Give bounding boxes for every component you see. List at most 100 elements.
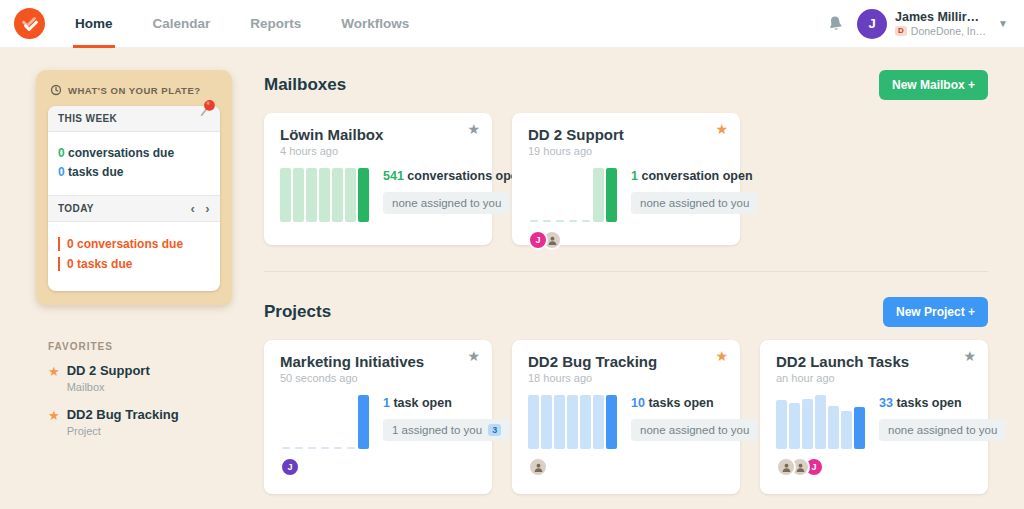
notifications-bell-icon[interactable] bbox=[826, 14, 845, 33]
star-icon[interactable]: ★ bbox=[467, 121, 480, 137]
card-title[interactable]: DD2 Launch Tasks bbox=[776, 353, 972, 370]
photo-avatar bbox=[776, 457, 796, 477]
star-icon[interactable]: ★ bbox=[715, 348, 728, 364]
favorite-type: Project bbox=[67, 425, 179, 437]
star-icon[interactable]: ★ bbox=[715, 121, 728, 137]
chart-bar bbox=[582, 220, 590, 222]
today-tasks-due[interactable]: 0 tasks due bbox=[58, 257, 210, 271]
assigned-count-badge: 3 bbox=[488, 424, 501, 436]
star-icon[interactable]: ★ bbox=[467, 348, 480, 364]
avatar-group bbox=[280, 230, 476, 250]
nav-item-reports[interactable]: Reports bbox=[248, 0, 303, 48]
project-card-marketing-initiatives[interactable]: ★ Marketing Initiatives 50 seconds ago 1… bbox=[264, 340, 492, 494]
chart-bar bbox=[319, 168, 330, 222]
chart-bar bbox=[828, 406, 839, 449]
project-card-dd2-launch-tasks[interactable]: ★ DD2 Launch Tasks an hour ago 33 tasks … bbox=[760, 340, 988, 494]
activity-chart bbox=[776, 395, 866, 449]
avatar-group bbox=[528, 457, 724, 477]
card-title[interactable]: DD2 Bug Tracking bbox=[528, 353, 724, 370]
donedone-logo-icon[interactable] bbox=[14, 8, 45, 39]
favorites-heading: FAVORITES bbox=[48, 341, 256, 352]
chart-bar bbox=[593, 395, 604, 449]
nav-item-home[interactable]: Home bbox=[73, 0, 115, 48]
today-header: TODAY ‹ › bbox=[48, 195, 220, 222]
next-day-arrow[interactable]: › bbox=[205, 204, 210, 214]
favorite-dd2-support[interactable]: ★ DD 2 Support Mailbox bbox=[48, 364, 256, 393]
chart-bar bbox=[541, 395, 552, 449]
user-avatar: J bbox=[857, 9, 887, 39]
chart-bar bbox=[280, 168, 291, 222]
card-title[interactable]: DD 2 Support bbox=[528, 126, 724, 143]
chart-bar bbox=[815, 395, 826, 449]
chart-bar bbox=[580, 395, 591, 449]
chart-bar bbox=[556, 220, 564, 222]
project-card-dd2-bug-tracking[interactable]: ★ DD2 Bug Tracking 18 hours ago 10 tasks… bbox=[512, 340, 740, 494]
assignment-pill: none assigned to you bbox=[631, 192, 758, 214]
initial-avatar: J bbox=[528, 230, 548, 250]
chart-bar bbox=[345, 168, 356, 222]
new-mailbox-button[interactable]: New Mailbox + bbox=[879, 70, 988, 100]
chart-bar bbox=[293, 168, 304, 222]
avatar-group: J bbox=[280, 457, 476, 477]
week-conversations-due[interactable]: 0 conversations due bbox=[58, 146, 210, 160]
chevron-down-icon: ▼ bbox=[998, 18, 1008, 29]
favorite-dd2-bug-tracking[interactable]: ★ DD2 Bug Tracking Project bbox=[48, 408, 256, 437]
star-icon[interactable]: ★ bbox=[963, 348, 976, 364]
card-timestamp: 4 hours ago bbox=[280, 145, 476, 157]
chart-bar bbox=[802, 399, 813, 449]
whats-on-your-plate-widget: WHAT'S ON YOUR PLATE? THIS WEEK 0 conver… bbox=[36, 70, 232, 305]
star-icon: ★ bbox=[48, 364, 60, 393]
chart-bar bbox=[528, 395, 539, 449]
chart-bar bbox=[606, 395, 617, 449]
mailbox-card-dd2-support[interactable]: ★ DD 2 Support 19 hours ago 1 conversati… bbox=[512, 113, 740, 245]
new-project-button[interactable]: New Project + bbox=[883, 297, 988, 327]
card-title[interactable]: Marketing Initiatives bbox=[280, 353, 476, 370]
chart-bar bbox=[295, 447, 303, 449]
project-cards-row: ★ Marketing Initiatives 50 seconds ago 1… bbox=[264, 340, 988, 494]
open-count: 10 tasks open bbox=[631, 396, 758, 410]
chart-bar bbox=[567, 395, 578, 449]
user-menu[interactable]: J James Millir… D DoneDone, In… ▼ bbox=[857, 9, 1008, 39]
today-conversations-due[interactable]: 0 conversations due bbox=[58, 237, 210, 251]
chart-bar bbox=[358, 168, 369, 222]
clock-icon bbox=[50, 84, 62, 96]
assignment-pill: 1 assigned to you 3 bbox=[383, 419, 510, 441]
chart-bar bbox=[530, 220, 538, 222]
plate-title: WHAT'S ON YOUR PLATE? bbox=[68, 85, 201, 96]
open-count: 1 task open bbox=[383, 396, 510, 410]
org-badge: D bbox=[895, 26, 907, 36]
prev-day-arrow[interactable]: ‹ bbox=[191, 204, 196, 214]
chart-bar bbox=[854, 407, 865, 449]
chart-bar bbox=[306, 168, 317, 222]
open-count: 1 conversation open bbox=[631, 169, 758, 183]
activity-chart bbox=[280, 395, 370, 449]
chart-bar bbox=[593, 168, 604, 222]
activity-chart bbox=[528, 168, 618, 222]
chart-bar bbox=[308, 447, 316, 449]
chart-bar bbox=[569, 220, 577, 222]
nav-item-workflows[interactable]: Workflows bbox=[339, 0, 411, 48]
favorite-type: Mailbox bbox=[67, 381, 150, 393]
card-timestamp: 19 hours ago bbox=[528, 145, 724, 157]
card-timestamp: 18 hours ago bbox=[528, 372, 724, 384]
chart-bar bbox=[789, 403, 800, 449]
week-tasks-due[interactable]: 0 tasks due bbox=[58, 165, 210, 179]
open-count: 33 tasks open bbox=[879, 396, 1006, 410]
mailbox-card-lowin[interactable]: ★ Löwin Mailbox 4 hours ago 541 conversa… bbox=[264, 113, 492, 245]
mailboxes-heading: Mailboxes bbox=[264, 75, 346, 95]
photo-avatar bbox=[528, 457, 548, 477]
chart-bar bbox=[321, 447, 329, 449]
sidebar: WHAT'S ON YOUR PLATE? THIS WEEK 0 conver… bbox=[0, 48, 256, 509]
top-nav: Home Calendar Reports Workflows J James … bbox=[0, 0, 1024, 48]
nav-item-calendar[interactable]: Calendar bbox=[151, 0, 213, 48]
favorite-name: DD 2 Support bbox=[67, 364, 150, 379]
user-org: DoneDone, In… bbox=[911, 25, 986, 37]
card-timestamp: an hour ago bbox=[776, 372, 972, 384]
card-title[interactable]: Löwin Mailbox bbox=[280, 126, 476, 143]
chart-bar bbox=[554, 395, 565, 449]
chart-bar bbox=[282, 447, 290, 449]
chart-bar bbox=[332, 168, 343, 222]
mailbox-cards-row: ★ Löwin Mailbox 4 hours ago 541 conversa… bbox=[264, 113, 988, 245]
card-timestamp: 50 seconds ago bbox=[280, 372, 476, 384]
projects-heading: Projects bbox=[264, 302, 331, 322]
